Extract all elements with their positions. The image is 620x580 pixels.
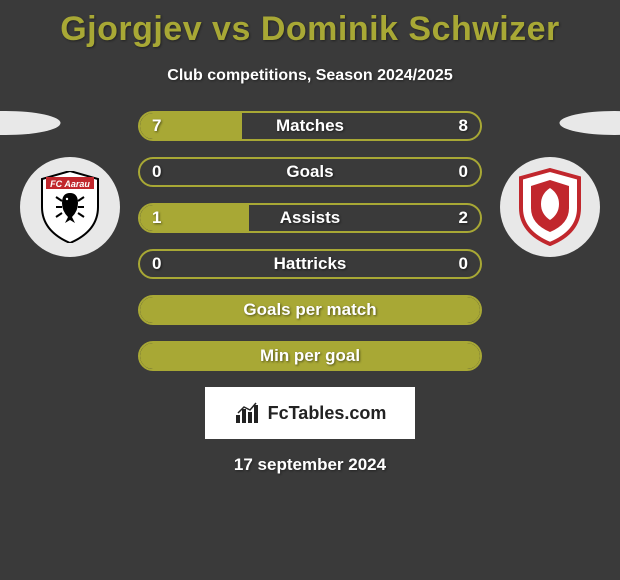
stat-value-right: 2 [459, 208, 468, 228]
right-club-crest [500, 157, 600, 257]
stat-label: Hattricks [274, 254, 347, 274]
stat-row: Goals per match [138, 295, 482, 325]
stat-value-right: 8 [459, 116, 468, 136]
stat-row: 7 8 Matches [138, 111, 482, 141]
stat-label: Goals [286, 162, 333, 182]
left-club-crest: FC Aarau [20, 157, 120, 257]
brand-label: FcTables.com [268, 403, 387, 424]
stat-value-left: 0 [152, 254, 161, 274]
stat-value-left: 0 [152, 162, 161, 182]
stat-label: Goals per match [243, 300, 376, 320]
comparison-panel: FC Aarau 7 8 Matches 0 0 Goals 1 2 Assists 0 0 Hatt… [0, 111, 620, 475]
left-country-flag [0, 111, 61, 135]
stat-label: Assists [280, 208, 340, 228]
stat-value-right: 0 [459, 254, 468, 274]
stat-row: 1 2 Assists [138, 203, 482, 233]
aarau-crest-icon: FC Aarau [40, 171, 100, 243]
stat-bars: 7 8 Matches 0 0 Goals 1 2 Assists 0 0 Hattricks Goal… [138, 111, 482, 371]
page-title: Gjorgjev vs Dominik Schwizer [0, 0, 620, 49]
vaduz-crest-icon [517, 168, 583, 246]
stat-row: Min per goal [138, 341, 482, 371]
stat-row: 0 0 Goals [138, 157, 482, 187]
stat-value-left: 7 [152, 116, 161, 136]
subtitle: Club competitions, Season 2024/2025 [0, 67, 620, 85]
stat-label: Min per goal [260, 346, 360, 366]
right-country-flag [560, 111, 620, 135]
date-label: 17 september 2024 [0, 455, 620, 475]
svg-text:FC Aarau: FC Aarau [50, 179, 90, 189]
stat-row: 0 0 Hattricks [138, 249, 482, 279]
stat-value-left: 1 [152, 208, 161, 228]
stat-value-right: 0 [459, 162, 468, 182]
fctables-logo-icon [234, 401, 262, 425]
brand-box: FcTables.com [205, 387, 415, 439]
stat-label: Matches [276, 116, 344, 136]
